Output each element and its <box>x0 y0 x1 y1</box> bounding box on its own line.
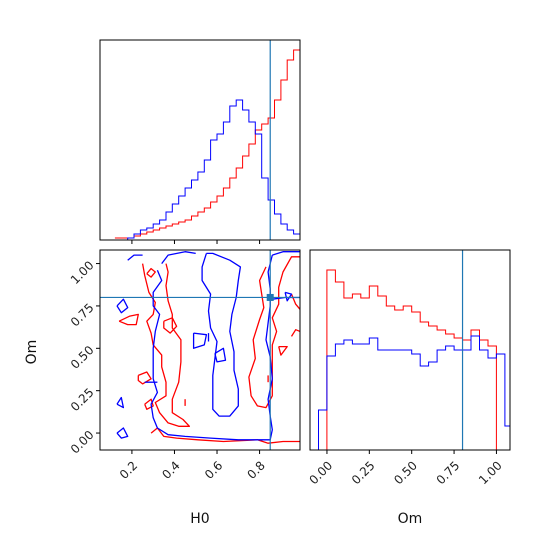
contour-blue <box>116 396 125 409</box>
om-hist-xtick-label: 0.50 <box>391 458 420 487</box>
contour-red <box>144 398 154 410</box>
contour-frame <box>99 249 301 451</box>
contour-red <box>248 256 300 409</box>
contour-red <box>290 329 300 337</box>
contour-blue <box>201 252 242 417</box>
om-hist-xtick-label: 1.00 <box>476 458 505 487</box>
h0-marginal-histogram-panel <box>99 39 301 244</box>
om-histogram-series-blue <box>310 335 510 450</box>
contour-red <box>290 293 300 310</box>
h0-histogram-series-blue <box>114 99 300 240</box>
om-hist-xtick-label: 0.00 <box>306 458 335 487</box>
om-histogram-series-group <box>310 250 510 450</box>
contour-ytick-label: 0.00 <box>68 428 97 457</box>
contour-blue <box>127 254 143 261</box>
contour-blue <box>214 347 227 363</box>
y-axis-label-om: Om <box>24 340 40 365</box>
h0-histogram-frame <box>99 39 301 241</box>
contour-xtick-label: 0.2 <box>117 458 140 481</box>
contour-red <box>118 313 139 326</box>
contour-xtick-label: 0.6 <box>202 458 225 481</box>
contour-blue <box>161 251 196 264</box>
x-axis-label-om: Om <box>398 511 423 527</box>
h0-om-contour-panel: 0.2 0.4 0.6 0.8 0.00 0.25 0.50 0.75 1.00 <box>68 249 301 482</box>
contour-red <box>137 371 152 385</box>
contour-xtick-label: 0.8 <box>245 458 268 481</box>
om-hist-xtick-label: 0.75 <box>434 458 463 487</box>
contour-blue <box>284 291 293 302</box>
contour-series-group <box>100 250 300 450</box>
contour-blue <box>192 332 208 349</box>
contour-ytick-label: 1.00 <box>68 258 97 287</box>
x-axis-label-h0: H0 <box>190 511 209 527</box>
contour-ytick-label: 0.50 <box>68 343 97 372</box>
contour-blue <box>116 298 129 314</box>
h0-histogram-series-red <box>114 49 300 239</box>
om-histogram-frame <box>309 249 511 451</box>
contour-red <box>146 267 156 278</box>
contour-red <box>141 263 191 427</box>
contour-blue <box>272 251 300 256</box>
contour-blue <box>116 427 129 439</box>
contour-red <box>150 427 300 444</box>
contour-xtick-label: 0.4 <box>159 458 182 481</box>
om-hist-xtick-label: 0.25 <box>349 458 378 487</box>
om-histogram-series-red <box>310 269 510 450</box>
contour-ytick-label: 0.25 <box>68 385 97 414</box>
contour-red <box>278 345 288 356</box>
contour-ytick-label: 0.75 <box>68 301 97 330</box>
truth-marker <box>266 293 274 301</box>
contour-blue <box>150 254 273 441</box>
om-marginal-histogram-panel: 0.00 0.25 0.50 0.75 1.00 <box>306 249 511 487</box>
contour-red <box>163 317 178 334</box>
h0-histogram-series-group <box>114 40 300 240</box>
